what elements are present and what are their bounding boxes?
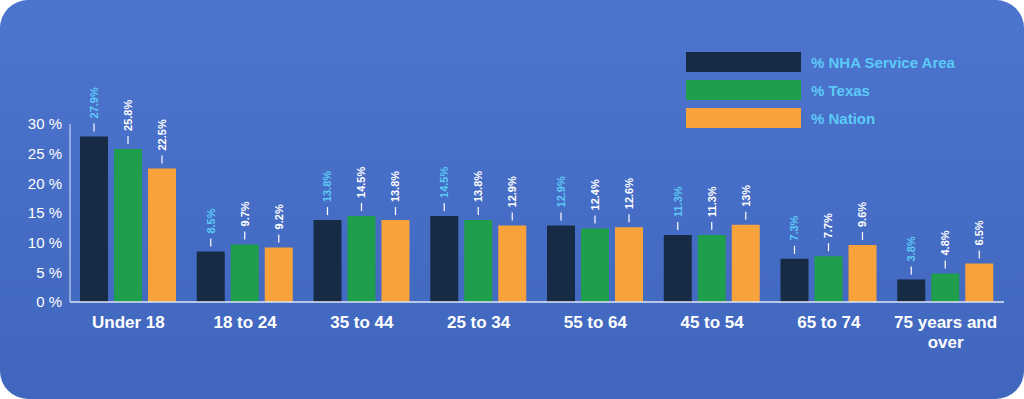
svg-text:9.2%: 9.2% [273,204,285,229]
svg-text:65 to 74: 65 to 74 [797,313,861,332]
svg-text:55 to 64: 55 to 64 [564,313,628,332]
svg-text:10 %: 10 % [28,234,62,251]
svg-text:4.8%: 4.8% [939,230,951,255]
svg-text:0 %: 0 % [36,293,62,310]
svg-text:9.7%: 9.7% [239,201,251,226]
svg-text:25 to 34: 25 to 34 [447,313,511,332]
svg-text:8.5%: 8.5% [205,208,217,233]
svg-text:14.5%: 14.5% [438,167,450,198]
svg-text:6.5%: 6.5% [973,220,985,245]
svg-text:25.8%: 25.8% [122,100,134,131]
svg-text:30 %: 30 % [28,115,62,132]
svg-text:Under 18: Under 18 [92,313,165,332]
svg-text:13%: 13% [740,185,752,207]
html-text:% Texas: % Texas [811,81,870,99]
svg-text:20 %: 20 % [28,175,62,192]
svg-text:7.7%: 7.7% [823,213,835,238]
svg-text:75 years andover: 75 years andover [894,313,997,352]
svg-text:12.9%: 12.9% [555,176,567,207]
html-text:% NHA Service Area: % NHA Service Area [811,53,955,71]
svg-text:13.8%: 13.8% [472,171,484,202]
svg-text:9.6%: 9.6% [857,202,869,227]
svg-text:15 %: 15 % [28,204,62,221]
svg-text:12.4%: 12.4% [589,179,601,210]
svg-text:12.9%: 12.9% [506,176,518,207]
svg-text:7.3%: 7.3% [789,215,801,240]
svg-text:35 to 44: 35 to 44 [330,313,394,332]
svg-text:11.3%: 11.3% [672,186,684,217]
svg-text:45 to 54: 45 to 54 [680,313,744,332]
svg-text:14.5%: 14.5% [356,167,368,198]
svg-text:12.6%: 12.6% [623,178,635,209]
svg-text:5 %: 5 % [36,264,62,281]
svg-text:3.8%: 3.8% [905,236,917,261]
svg-text:22.5%: 22.5% [156,119,168,150]
svg-text:27.9%: 27.9% [88,87,100,118]
html-text:% Nation: % Nation [811,109,876,127]
svg-text:25 %: 25 % [28,145,62,162]
svg-text:13.8%: 13.8% [390,171,402,202]
svg-text:11.3%: 11.3% [706,186,718,217]
svg-text:18 to 24: 18 to 24 [213,313,277,332]
svg-text:13.8%: 13.8% [322,171,334,202]
